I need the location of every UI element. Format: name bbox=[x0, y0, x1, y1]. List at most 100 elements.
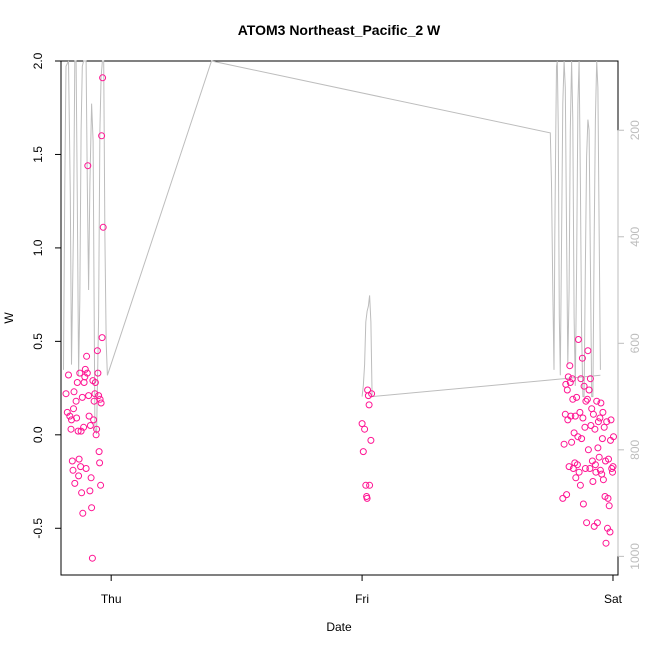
data-point bbox=[583, 395, 591, 403]
data-point bbox=[577, 375, 585, 383]
data-point bbox=[87, 474, 95, 482]
data-point bbox=[62, 390, 70, 398]
data-point bbox=[571, 412, 579, 420]
data-point bbox=[90, 416, 98, 424]
data-point bbox=[88, 504, 96, 512]
data-point bbox=[94, 369, 102, 377]
data-point bbox=[573, 461, 581, 469]
data-point bbox=[90, 397, 98, 405]
data-point bbox=[581, 423, 589, 431]
data-point bbox=[605, 455, 612, 463]
data-point bbox=[585, 386, 593, 394]
data-point bbox=[95, 392, 103, 400]
data-point bbox=[596, 414, 604, 422]
data-point bbox=[594, 418, 602, 426]
data-point bbox=[368, 390, 376, 398]
data-point bbox=[73, 414, 81, 422]
x-tick-label: Sat bbox=[604, 592, 623, 606]
data-point bbox=[559, 494, 567, 502]
depth-series bbox=[63, 60, 601, 434]
x-tick-label: Thu bbox=[101, 592, 122, 606]
data-point bbox=[72, 397, 80, 405]
data-point bbox=[80, 379, 88, 386]
data-point bbox=[74, 427, 82, 435]
right-tick-label: 200 bbox=[628, 120, 642, 140]
data-point bbox=[83, 352, 91, 360]
data-point bbox=[565, 463, 573, 471]
data-point bbox=[91, 390, 99, 398]
data-point bbox=[590, 522, 598, 530]
w-points bbox=[62, 74, 617, 562]
data-point bbox=[579, 500, 587, 508]
right-tick-label: 1000 bbox=[628, 543, 642, 570]
data-point bbox=[610, 433, 617, 441]
data-point bbox=[75, 455, 83, 463]
data-point bbox=[96, 459, 104, 467]
data-point bbox=[99, 74, 107, 82]
data-point bbox=[358, 420, 366, 428]
data-point bbox=[359, 448, 367, 456]
data-point bbox=[568, 438, 576, 446]
y-tick-label: 1.5 bbox=[31, 146, 45, 163]
data-point bbox=[70, 405, 77, 413]
data-point bbox=[588, 405, 596, 413]
data-point bbox=[363, 494, 371, 502]
data-point bbox=[563, 386, 571, 394]
data-point bbox=[65, 371, 72, 379]
depth-line bbox=[361, 295, 601, 398]
x-tick-label: Fri bbox=[355, 592, 369, 606]
data-point bbox=[602, 539, 610, 547]
data-point bbox=[79, 509, 87, 517]
data-point bbox=[591, 425, 599, 433]
data-point bbox=[93, 347, 101, 355]
data-point bbox=[597, 399, 605, 407]
data-point bbox=[593, 519, 601, 527]
data-point bbox=[604, 494, 612, 502]
data-point bbox=[86, 487, 94, 495]
data-point bbox=[76, 369, 84, 377]
data-point bbox=[566, 379, 574, 386]
y-tick-label: -0.5 bbox=[31, 518, 45, 539]
data-point bbox=[593, 397, 601, 405]
data-point bbox=[97, 399, 105, 407]
data-point bbox=[81, 365, 89, 373]
data-point bbox=[84, 162, 92, 170]
data-point bbox=[86, 422, 94, 429]
data-point bbox=[66, 412, 74, 420]
data-point bbox=[366, 481, 374, 489]
data-point bbox=[568, 375, 576, 383]
data-point bbox=[93, 425, 101, 433]
data-point bbox=[607, 416, 615, 424]
data-point bbox=[85, 412, 93, 420]
data-point bbox=[570, 429, 578, 437]
x-axis-label: Date bbox=[326, 620, 352, 634]
data-point bbox=[73, 379, 81, 386]
data-point bbox=[68, 457, 76, 465]
data-point bbox=[91, 379, 99, 386]
data-point bbox=[88, 554, 96, 562]
data-point bbox=[364, 386, 372, 394]
data-point bbox=[596, 466, 604, 474]
plot-frame bbox=[60, 60, 619, 576]
data-point bbox=[566, 362, 574, 370]
right-axis: 200 400 600 800 1000 bbox=[617, 120, 642, 570]
data-point bbox=[95, 448, 103, 456]
data-point bbox=[603, 418, 611, 426]
data-point bbox=[362, 481, 370, 489]
data-point bbox=[574, 336, 582, 343]
y-tick-label: 0.5 bbox=[31, 333, 45, 350]
data-point bbox=[598, 470, 606, 478]
data-point bbox=[572, 474, 580, 482]
y-tick-label: 0.0 bbox=[31, 426, 45, 443]
data-point bbox=[578, 435, 586, 443]
data-point bbox=[67, 425, 75, 433]
data-point bbox=[606, 528, 614, 536]
data-point bbox=[70, 388, 78, 396]
data-point bbox=[82, 465, 90, 472]
y-tick-label: 2.0 bbox=[31, 52, 45, 69]
data-point bbox=[78, 489, 86, 497]
y-axis: -0.5 0.0 0.5 1.0 1.5 2.0 bbox=[31, 52, 61, 539]
data-point bbox=[569, 395, 577, 403]
data-point bbox=[563, 491, 571, 499]
data-point bbox=[583, 519, 591, 527]
